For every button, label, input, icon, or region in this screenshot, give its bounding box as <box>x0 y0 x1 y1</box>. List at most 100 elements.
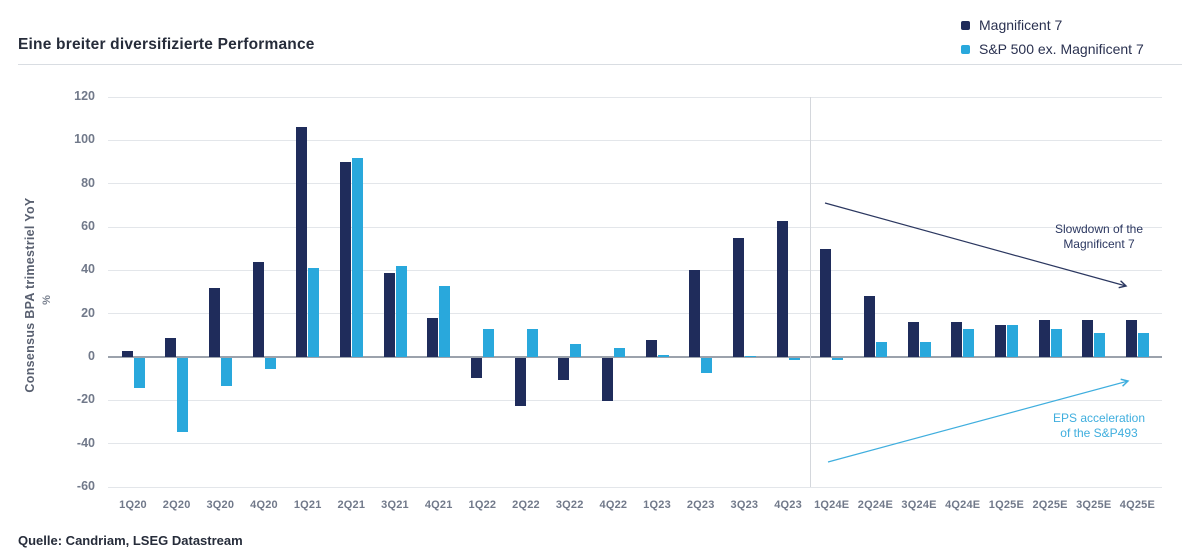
annotation-slowdown: Slowdown of the Magnificent 7 <box>1009 222 1189 252</box>
bar-mag7-1Q21 <box>296 127 308 357</box>
bar-sp500ex-3Q24E <box>919 341 931 357</box>
x-tick-label-4Q23: 4Q23 <box>774 499 802 511</box>
bar-sp500ex-2Q23 <box>701 358 713 374</box>
bar-mag7-4Q20 <box>252 261 264 357</box>
x-tick-label-1Q23: 1Q23 <box>643 499 671 511</box>
gridline-40 <box>108 269 1162 271</box>
bar-sp500ex-1Q25E <box>1006 324 1018 357</box>
bar-mag7-1Q24E <box>820 248 832 357</box>
annotation-slowdown-line1: Slowdown of the <box>1054 222 1144 236</box>
bar-sp500ex-3Q20 <box>220 358 232 387</box>
bar-sp500ex-4Q23 <box>788 358 800 360</box>
gridline--40 <box>108 443 1162 445</box>
bar-sp500ex-3Q22 <box>570 344 582 357</box>
gridline-80 <box>108 183 1162 185</box>
x-tick-label-1Q22: 1Q22 <box>468 499 497 511</box>
zero-axis-line <box>108 356 1162 358</box>
x-tick-label-3Q23: 3Q23 <box>730 499 759 511</box>
y-tick-label-100: 100 <box>74 132 95 147</box>
legend-swatch-sp500ex <box>961 44 970 54</box>
bar-mag7-4Q23 <box>776 220 788 357</box>
x-tick-label-3Q25E: 3Q25E <box>1076 499 1112 511</box>
x-tick-label-3Q24E: 3Q24E <box>901 499 937 511</box>
bar-mag7-4Q25E <box>1125 320 1137 357</box>
bar-mag7-3Q22 <box>558 358 570 380</box>
legend-item-magnificent7: Magnificent 7 <box>961 13 1144 37</box>
legend: Magnificent 7 S&P 500 ex. Magnificent 7 <box>961 13 1144 61</box>
gridline--60 <box>108 486 1162 488</box>
bar-mag7-2Q20 <box>165 337 177 357</box>
x-tick-label-4Q25E: 4Q25E <box>1119 499 1156 511</box>
y-tick-label--60: -60 <box>76 479 95 493</box>
x-tick-label-3Q20: 3Q20 <box>206 499 235 511</box>
bar-sp500ex-2Q20 <box>177 358 189 432</box>
gridline--20 <box>108 399 1162 401</box>
forecast-separator-line <box>809 97 811 487</box>
bar-mag7-1Q23 <box>645 339 657 357</box>
annotation-eps-line2: of the S&P493 <box>1060 426 1138 440</box>
bar-sp500ex-2Q25E <box>1050 328 1062 357</box>
x-tick-label-2Q25E: 2Q25E <box>1032 499 1068 511</box>
bar-sp500ex-3Q25E <box>1094 333 1106 357</box>
bar-sp500ex-1Q22 <box>482 328 494 357</box>
gridline-100 <box>108 139 1162 141</box>
page-title: Eine breiter diversifizierte Performance <box>18 36 315 53</box>
x-tick-label-4Q21: 4Q21 <box>424 499 453 511</box>
y-tick-label--20: -20 <box>76 392 95 407</box>
legend-item-sp500ex: S&P 500 ex. Magnificent 7 <box>961 37 1144 61</box>
bar-mag7-1Q22 <box>470 358 482 378</box>
bar-mag7-3Q24E <box>907 322 919 357</box>
bar-mag7-4Q24E <box>951 322 963 357</box>
gridline-60 <box>108 226 1162 228</box>
y-axis-title: Consensus BPA trimestriel YoY <box>23 197 37 393</box>
y-tick-label--40: -40 <box>76 435 95 450</box>
y-tick-label-40: 40 <box>81 262 95 277</box>
bar-sp500ex-4Q25E <box>1137 333 1149 357</box>
x-tick-label-2Q23: 2Q23 <box>686 499 715 511</box>
y-tick-label-120: 120 <box>74 89 95 103</box>
bar-mag7-2Q23 <box>689 270 701 357</box>
x-tick-label-3Q21: 3Q21 <box>381 499 409 511</box>
bar-sp500ex-1Q21 <box>308 268 320 357</box>
x-tick-label-1Q25E: 1Q25E <box>988 499 1025 511</box>
bar-mag7-4Q21 <box>427 318 439 357</box>
bar-mag7-1Q20 <box>121 350 133 357</box>
bar-mag7-2Q21 <box>339 162 351 357</box>
bar-sp500ex-2Q21 <box>351 157 363 357</box>
legend-swatch-magnificent7 <box>961 20 970 30</box>
legend-label-magnificent7: Magnificent 7 <box>979 17 1063 33</box>
bar-sp500ex-1Q24E <box>832 358 844 361</box>
source-note: Quelle: Candriam, LSEG Datastream <box>18 533 243 548</box>
bar-mag7-3Q20 <box>208 287 220 357</box>
bar-sp500ex-4Q24E <box>963 328 975 357</box>
x-tick-label-2Q22: 2Q22 <box>512 499 540 511</box>
title-divider <box>18 64 1182 65</box>
bar-mag7-4Q22 <box>601 358 613 402</box>
bar-sp500ex-3Q21 <box>395 266 407 357</box>
bar-sp500ex-1Q20 <box>133 358 145 389</box>
x-tick-label-2Q24E: 2Q24E <box>857 499 893 511</box>
y-tick-label-60: 60 <box>81 219 95 233</box>
y-tick-label-80: 80 <box>81 175 95 190</box>
x-tick-label-2Q21: 2Q21 <box>337 499 366 511</box>
gridline-120 <box>108 96 1162 98</box>
x-tick-label-4Q24E: 4Q24E <box>945 499 981 511</box>
bar-sp500ex-2Q22 <box>526 328 538 357</box>
bar-sp500ex-4Q20 <box>264 358 276 369</box>
bar-mag7-3Q23 <box>732 237 744 357</box>
annotation-slowdown-line2: Magnificent 7 <box>1063 237 1135 251</box>
bar-mag7-3Q25E <box>1082 320 1094 357</box>
annotation-eps: EPS acceleration of the S&P493 <box>1009 411 1189 441</box>
y-tick-label-0: 0 <box>88 349 95 363</box>
gridline-20 <box>108 313 1162 315</box>
bar-mag7-2Q22 <box>514 358 526 406</box>
x-tick-label-2Q20: 2Q20 <box>162 499 191 511</box>
bar-mag7-3Q21 <box>383 272 395 357</box>
bar-sp500ex-4Q21 <box>439 285 451 357</box>
y-tick-label-20: 20 <box>81 305 95 320</box>
bar-sp500ex-2Q24E <box>875 341 887 357</box>
x-tick-label-1Q21: 1Q21 <box>293 499 322 511</box>
bar-mag7-2Q25E <box>1038 320 1050 357</box>
